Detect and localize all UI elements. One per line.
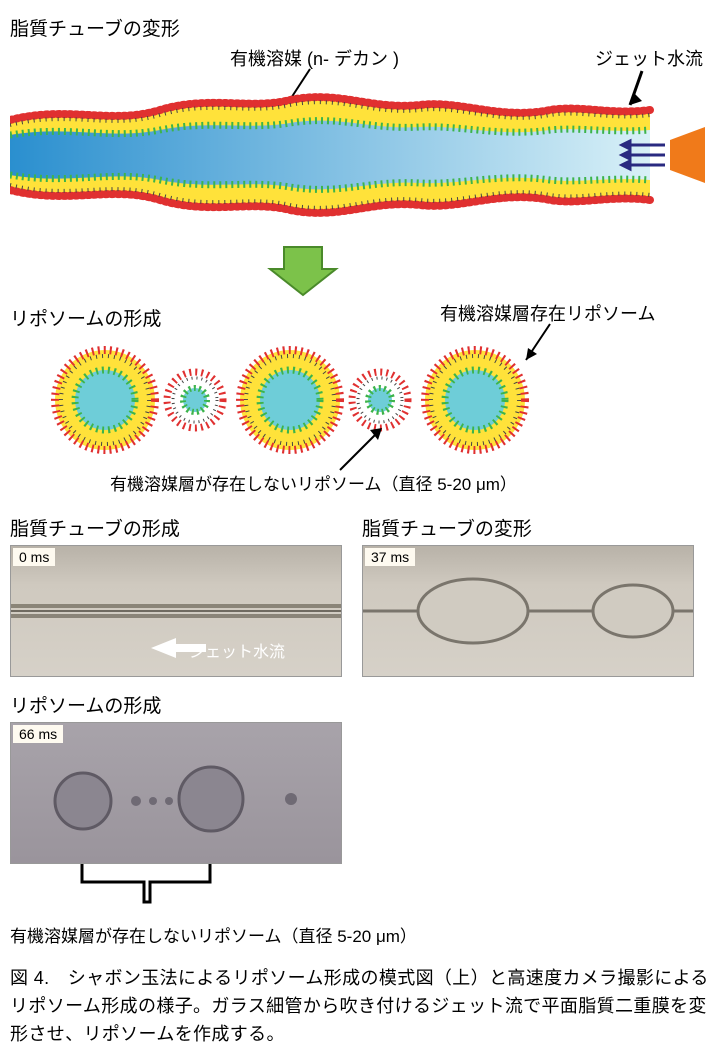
panel2-title: 脂質チューブの変形 [362, 514, 694, 541]
microscopy-panel-2: 脂質チューブの変形 37 ms [362, 514, 694, 677]
down-arrow-block [10, 245, 710, 300]
jet-arrows-icon [622, 141, 665, 169]
panel1-jet-text: ジェット水流 [189, 638, 285, 662]
panel2-image: 37 ms [362, 545, 694, 677]
tube-deform-title: 脂質チューブの変形 [10, 14, 713, 41]
nozzle-icon [670, 127, 705, 183]
panel3-title: リポソームの形成 [10, 691, 713, 718]
panel3-vesicles [11, 723, 341, 863]
microscopy-row-1: 脂質チューブの形成 0 ms ジェット水流 脂質チューブの変形 37 ms [10, 514, 713, 677]
no-solvent-liposome-label: 有機溶媒層が存在しないリポソーム（直径 5-20 μm） [110, 470, 517, 495]
liposome-row-svg [10, 300, 710, 490]
down-arrow-icon [10, 245, 710, 300]
panel3-time-badge: 66 ms [13, 725, 63, 743]
panel3-image: 66 ms [10, 722, 342, 864]
figure-caption: 図 4. シャボン玉法によるリポソーム形成の模式図（上）と高速度カメラ撮影による… [10, 965, 713, 1049]
panel1-time-badge: 0 ms [13, 548, 55, 566]
microscopy-panel-1: 脂質チューブの形成 0 ms ジェット水流 [10, 514, 342, 677]
panel1-title: 脂質チューブの形成 [10, 514, 342, 541]
panel2-time-badge: 37 ms [365, 548, 415, 566]
panel1-tube-line [11, 546, 341, 676]
bracket-icon [10, 864, 340, 922]
liposome-formation-diagram: リポソームの形成 有機溶媒層存在リポソーム [10, 300, 710, 490]
panel1-image: 0 ms ジェット水流 [10, 545, 342, 677]
bracket-label: 有機溶媒層が存在しないリポソーム（直径 5-20 μm） [10, 922, 713, 947]
microscopy-panel-3: リポソームの形成 66 ms [10, 691, 713, 922]
lipid-tube-svg [10, 85, 710, 235]
tube-deform-diagram: 有機溶媒 (n- デカン ) ジェット水流 [10, 45, 710, 245]
